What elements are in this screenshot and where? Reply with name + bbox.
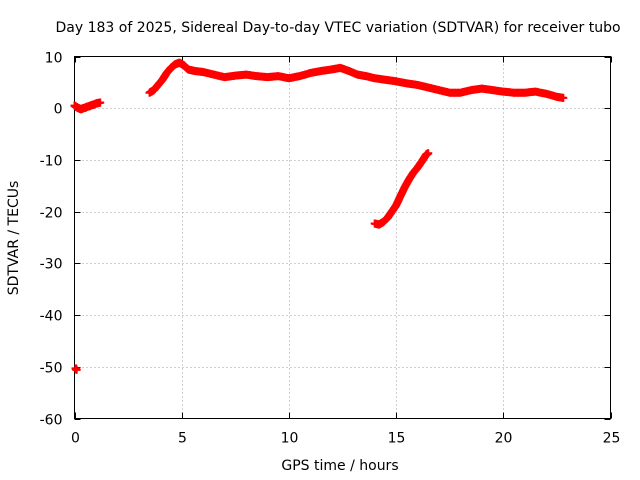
y-tick-label: -50 — [40, 361, 63, 377]
x-tick-label: 0 — [71, 431, 80, 447]
x-tick-label: 20 — [495, 431, 513, 447]
series-early — [70, 98, 105, 114]
chart-title: Day 183 of 2025, Sidereal Day-to-day VTE… — [55, 20, 620, 36]
data-marks — [70, 58, 568, 374]
data-point — [96, 98, 105, 107]
series-main — [145, 58, 568, 102]
x-tick-label: 5 — [178, 431, 187, 447]
x-axis-label: GPS time / hours — [281, 458, 398, 474]
plot-frame — [74, 56, 611, 419]
grid-lines — [74, 56, 611, 419]
x-tick-label: 15 — [388, 431, 406, 447]
series-outlier — [71, 364, 81, 374]
x-tick-label: 10 — [281, 431, 299, 447]
y-tick-label: -20 — [40, 206, 63, 222]
series-descent — [370, 149, 433, 229]
y-tick-label: -30 — [40, 257, 63, 273]
y-tick-label: -60 — [40, 413, 63, 429]
axis-ticks: 0 5 10 15 20 25 10 0 -10 -20 -30 -40 -50 -60 — [40, 51, 621, 447]
data-point — [424, 149, 433, 158]
data-point — [72, 365, 81, 374]
y-tick-label: -40 — [40, 309, 63, 325]
y-tick-label: 0 — [54, 102, 63, 118]
y-tick-label: -10 — [40, 154, 63, 170]
data-point — [559, 93, 568, 102]
y-axis-label: SDTVAR / TECUs — [6, 181, 22, 296]
y-tick-label: 10 — [45, 51, 63, 67]
x-tick-label: 25 — [603, 431, 621, 447]
